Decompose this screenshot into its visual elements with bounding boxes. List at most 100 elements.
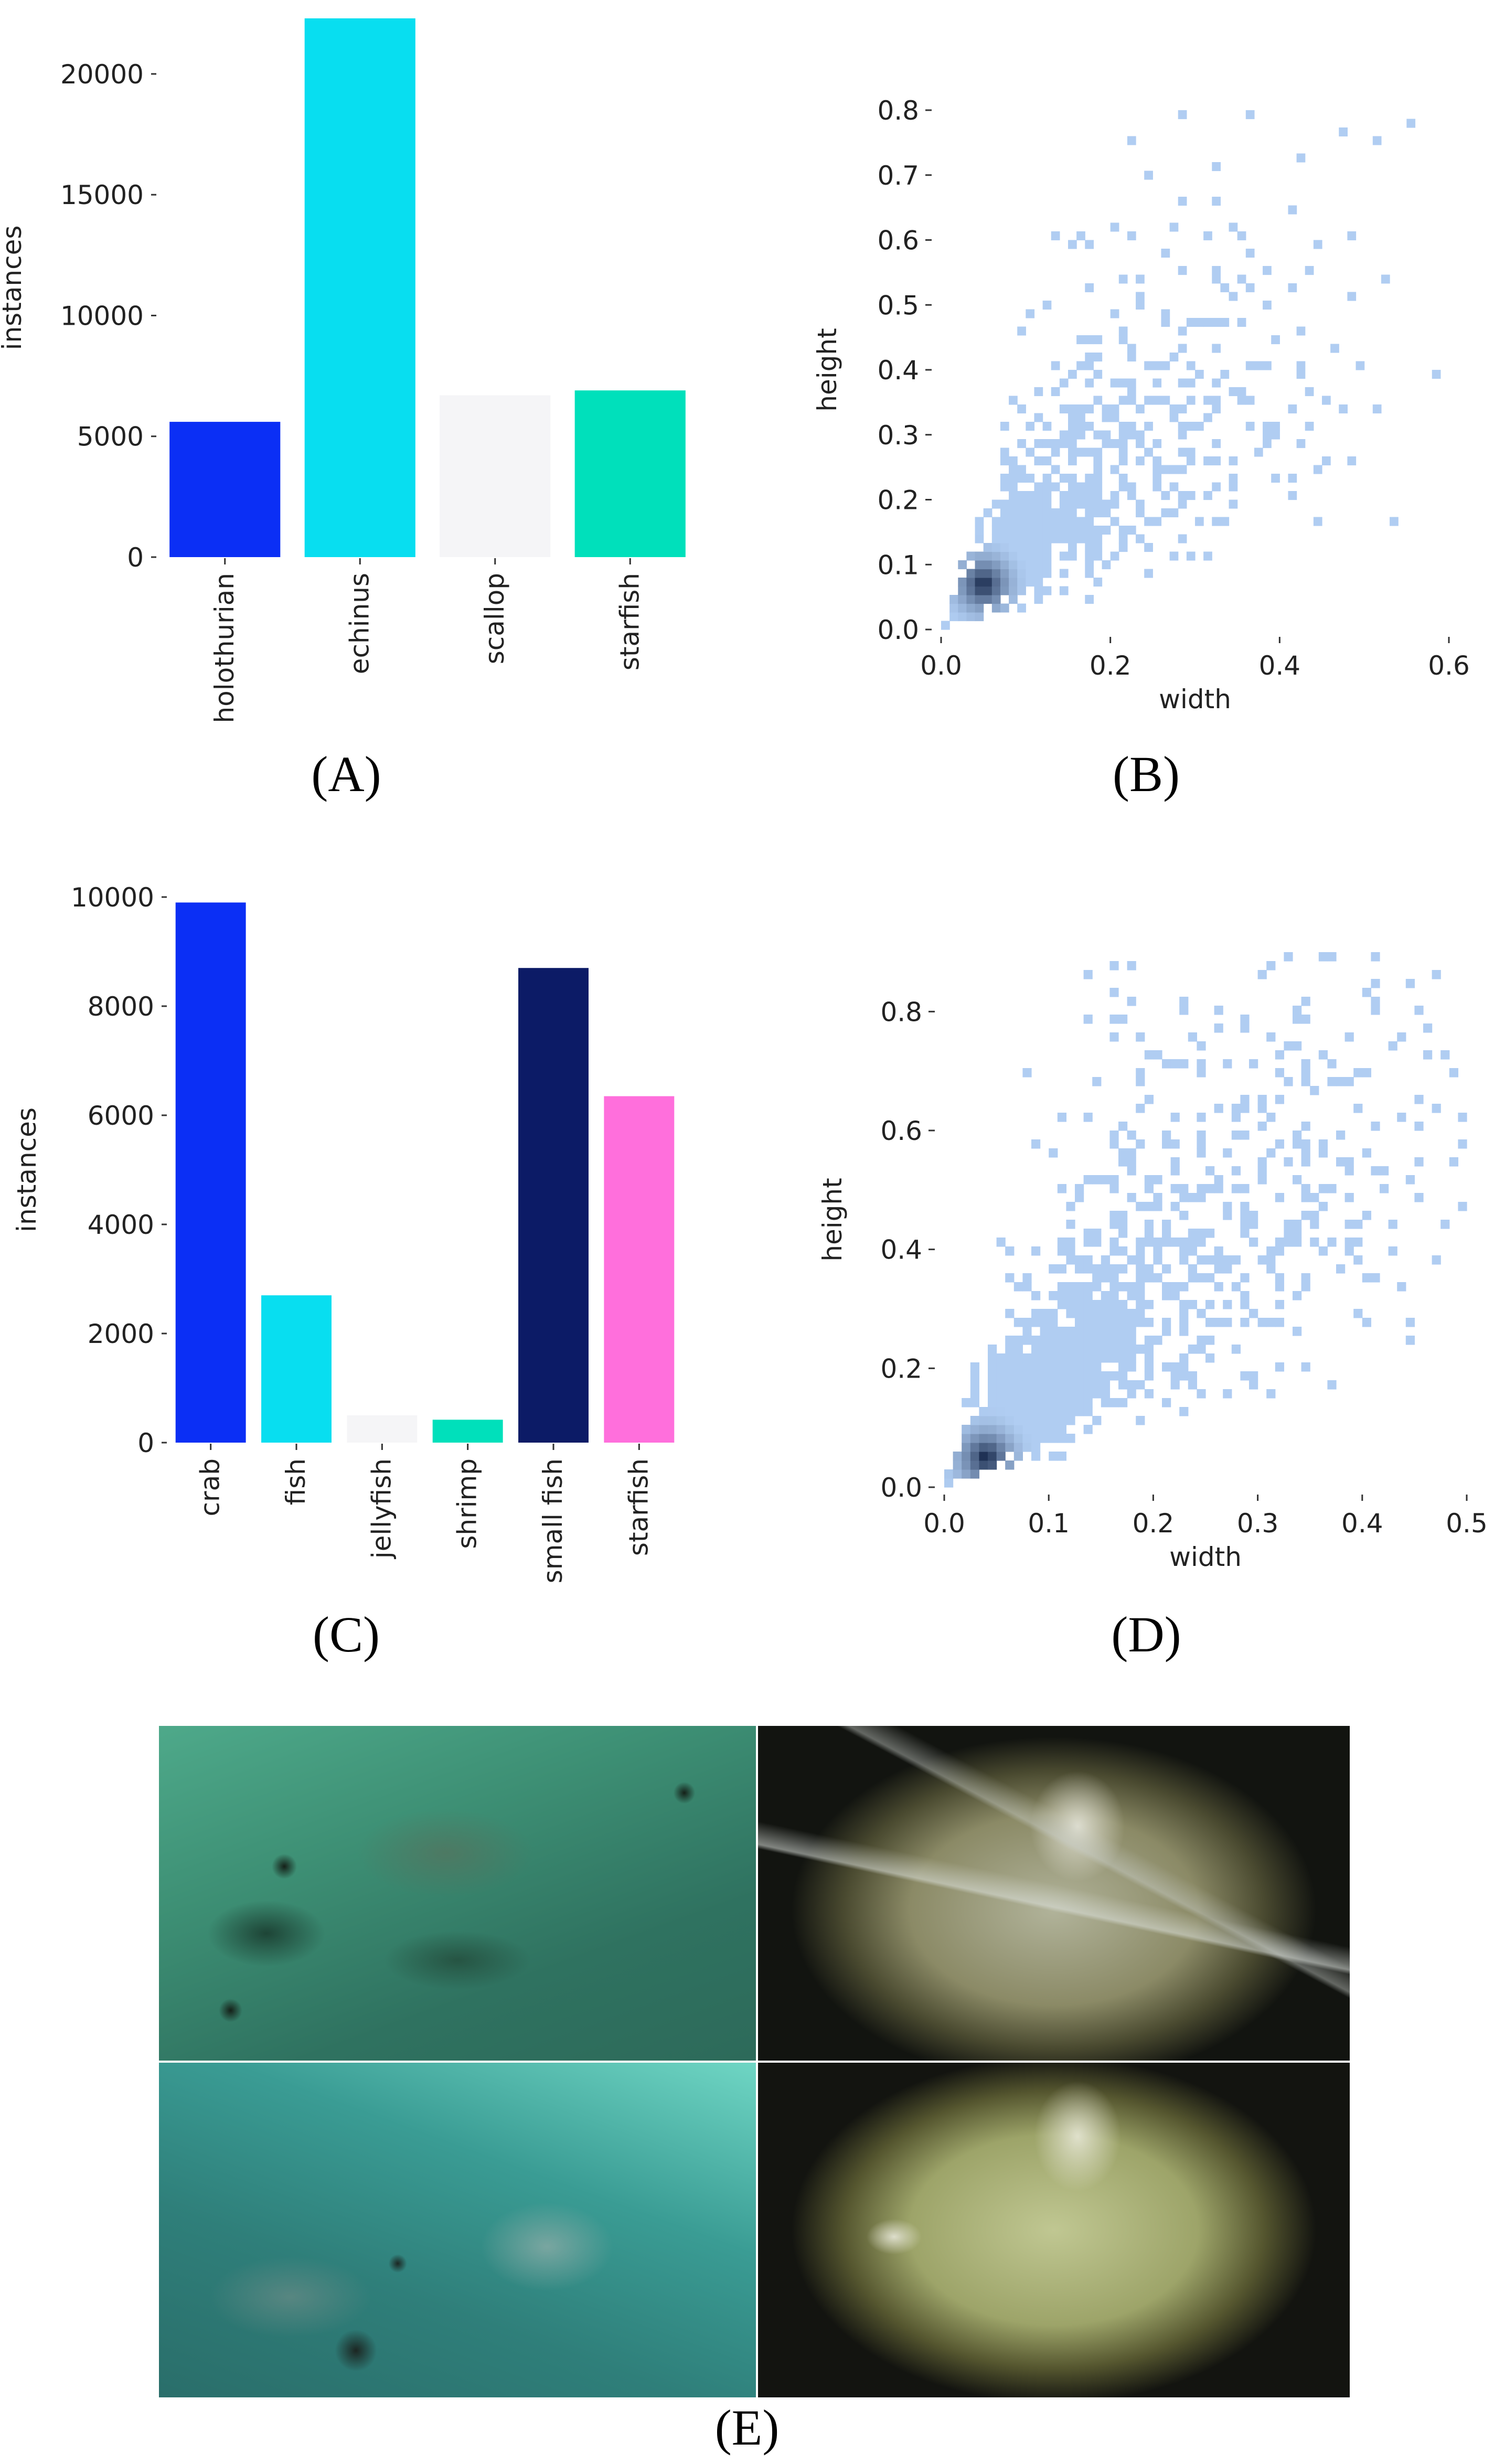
heatmap-cell <box>1031 1371 1041 1381</box>
heatmap-cell <box>1022 1434 1032 1443</box>
heatmap-cell <box>1144 1336 1154 1345</box>
heatmap-cell <box>1203 491 1212 500</box>
heatmap-cell <box>1118 456 1128 466</box>
heatmap-cell <box>1102 404 1111 414</box>
y-tick-label: 0.2 <box>877 485 919 516</box>
heatmap-cell <box>1101 1264 1110 1274</box>
heatmap-cell <box>1223 1389 1232 1399</box>
heatmap-cell <box>1203 396 1212 405</box>
heatmap-cell <box>1266 1318 1276 1327</box>
heatmap-cell <box>1057 1362 1066 1372</box>
heatmap-cell <box>1186 447 1196 457</box>
heatmap-cell <box>1223 1211 1232 1220</box>
heatmap-cell <box>1178 110 1187 120</box>
heatmap-cell <box>1301 1193 1310 1202</box>
heatmap-cell <box>1000 422 1009 431</box>
heatmap-cell <box>1339 404 1348 414</box>
heatmap-cell <box>1102 430 1111 440</box>
heatmap-cell <box>1266 1113 1276 1122</box>
panel-label-e: (E) <box>714 2399 780 2456</box>
heatmap-cell <box>1040 1318 1049 1327</box>
x-tick-label: starfish <box>614 573 645 670</box>
heatmap-cell <box>1271 335 1280 345</box>
heatmap-cell <box>1362 1068 1371 1078</box>
heatmap-cell <box>988 1380 997 1390</box>
y-tick-label: 15000 <box>60 180 144 210</box>
heatmap-cell <box>1076 447 1085 457</box>
heatmap-cell <box>1170 1166 1180 1176</box>
heatmap-cell <box>996 1425 1006 1434</box>
heatmap-cell <box>958 560 967 570</box>
heatmap-cell <box>1031 1291 1041 1300</box>
x-tick-label: 0.6 <box>1428 650 1470 681</box>
heatmap-cell <box>1031 1139 1041 1149</box>
heatmap-cell <box>1127 1345 1136 1354</box>
heatmap-cell <box>1288 205 1297 215</box>
heatmap-cell <box>988 1407 997 1416</box>
heatmap-cell <box>1178 197 1187 206</box>
heatmap-cell <box>1179 1362 1189 1372</box>
heatmap-cell <box>1000 499 1009 509</box>
heatmap-cell <box>970 1380 979 1390</box>
y-tick-label: 10000 <box>60 301 144 331</box>
heatmap-cell <box>1188 1238 1197 1247</box>
heatmap-cell <box>1022 1068 1032 1078</box>
heatmap-cell <box>1449 1068 1458 1078</box>
x-tick-label: holothurian <box>209 573 240 723</box>
heatmap-cell <box>1127 430 1136 440</box>
heatmap-cell <box>1031 1452 1041 1461</box>
heatmap-cell <box>1017 465 1026 474</box>
heatmap-cell <box>1284 1229 1293 1238</box>
heatmap-cell <box>1083 1371 1093 1381</box>
heatmap-cell <box>970 1362 979 1372</box>
panel-label-c: (C) <box>313 1606 380 1662</box>
heatmap-cell <box>1068 430 1077 440</box>
heatmap-cell <box>1223 1059 1232 1069</box>
heatmap-cell <box>1085 335 1094 345</box>
heatmap-cell <box>1263 361 1272 370</box>
heatmap-cell <box>1085 404 1094 414</box>
heatmap-cell <box>1161 396 1170 405</box>
reef-urchins-photo-1 <box>159 1726 756 2061</box>
heatmap-cell <box>1229 482 1238 492</box>
y-tick-label: 0.6 <box>877 226 919 256</box>
heatmap-cell <box>1083 1229 1093 1238</box>
heatmap-cell <box>1059 474 1069 483</box>
heatmap-cell <box>1153 1246 1162 1256</box>
heatmap-cell <box>1040 1345 1049 1354</box>
heatmap-cell <box>1057 1238 1066 1247</box>
heatmap-cell <box>1042 586 1052 595</box>
heatmap-cell <box>1042 301 1052 310</box>
heatmap-cell <box>1101 1371 1110 1381</box>
y-tick-label: 0 <box>137 1428 154 1458</box>
heatmap-cell <box>1296 326 1306 336</box>
heatmap-cell <box>1212 482 1221 492</box>
heatmap-cell <box>1371 1122 1380 1131</box>
heatmap-cell <box>1013 1443 1023 1452</box>
heatmap-cell <box>1284 1238 1293 1247</box>
chart-b-svg: 0.0 0.2 0.4 0.6 0.0 0.1 0.2 0.3 0.4 0.5 0.6 0.7 0.8 w… <box>812 95 1470 714</box>
heatmap-cell <box>1240 1229 1250 1238</box>
heatmap-cell <box>1026 499 1035 509</box>
heatmap-cell <box>1000 578 1009 587</box>
heatmap-cell <box>1195 318 1204 327</box>
heatmap-cell <box>1249 1211 1258 1220</box>
heatmap-cell <box>1009 517 1018 526</box>
heatmap-cell <box>1301 1273 1310 1283</box>
heatmap-cell <box>1136 1202 1145 1211</box>
heatmap-cell <box>1057 1300 1066 1309</box>
heatmap-cell <box>1118 1398 1128 1407</box>
heatmap-cell <box>1005 1371 1015 1381</box>
heatmap-cell <box>1144 1095 1154 1104</box>
heatmap-cell <box>1203 413 1212 422</box>
heatmap-cell <box>1034 551 1043 561</box>
heatmap-cell <box>1083 1353 1093 1363</box>
heatmap-cell <box>1240 1184 1250 1193</box>
chart-b: 0.0 0.2 0.4 0.6 0.0 0.1 0.2 0.3 0.4 0.5 0.6 0.7 0.8 w… <box>747 0 1494 745</box>
heatmap-cell <box>1254 447 1263 457</box>
heatmap-cell <box>975 534 984 543</box>
heatmap-cell <box>991 603 1001 613</box>
heatmap-cell <box>1066 1389 1075 1399</box>
heatmap-cell <box>1009 491 1018 500</box>
heatmap-cell <box>991 534 1001 543</box>
